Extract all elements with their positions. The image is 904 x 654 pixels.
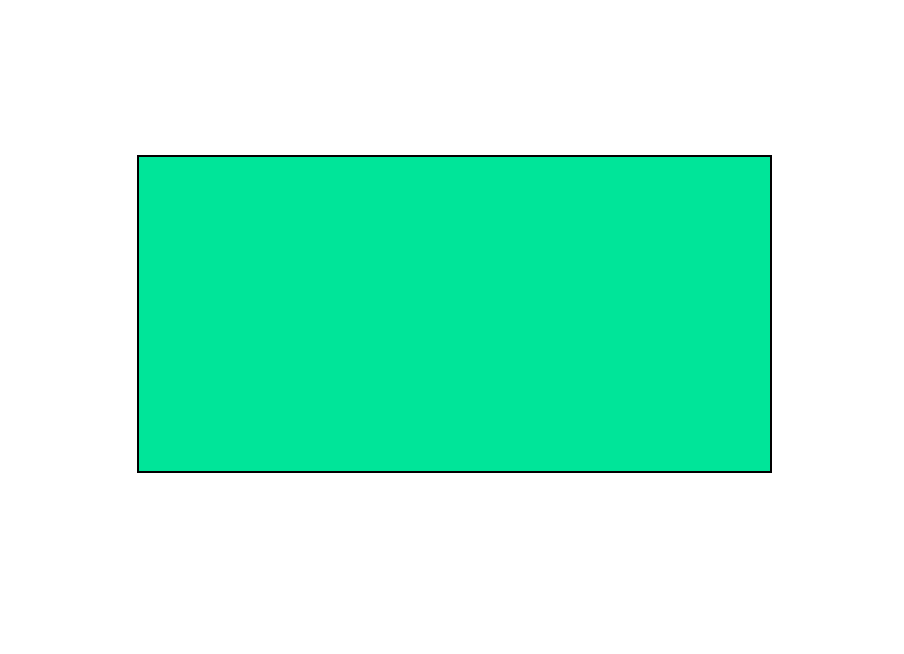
contour-field <box>139 157 770 471</box>
colorbar <box>781 196 807 476</box>
contour-plot-area <box>137 155 772 473</box>
